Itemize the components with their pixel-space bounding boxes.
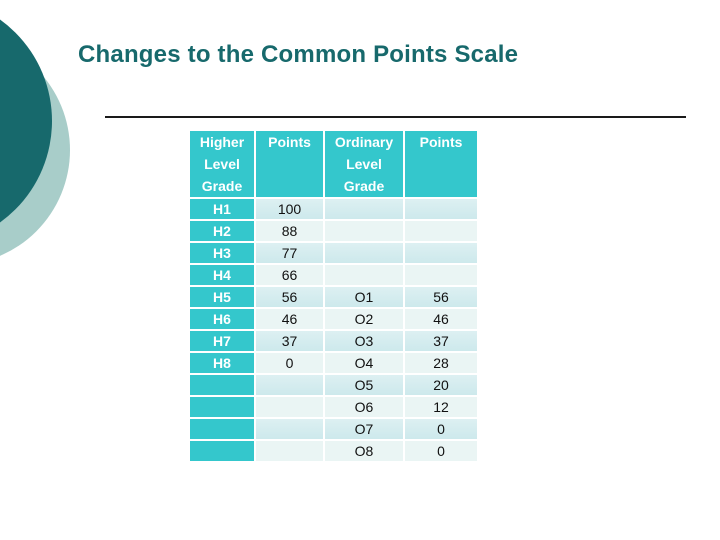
table-row: H3 77 xyxy=(190,243,477,263)
higher-points-cell: 100 xyxy=(256,199,323,219)
title-underline xyxy=(105,116,686,118)
header-row: Higher Level Grade Points Ordinary Level… xyxy=(190,131,477,197)
ordinary-grade-cell xyxy=(325,221,403,241)
table-row: O6 12 xyxy=(190,397,477,417)
higher-grade-cell: H4 xyxy=(190,265,254,285)
table-body: H1 100 H2 88 H3 77 H xyxy=(190,199,477,461)
ordinary-grade-cell xyxy=(325,265,403,285)
header-higher-level-grade: Higher Level Grade xyxy=(190,131,254,197)
ordinary-grade-cell: O2 xyxy=(325,309,403,329)
higher-grade-cell: H3 xyxy=(190,243,254,263)
higher-grade-cell xyxy=(190,441,254,461)
higher-points-cell: 77 xyxy=(256,243,323,263)
higher-points-cell xyxy=(256,375,323,395)
higher-grade-cell: H2 xyxy=(190,221,254,241)
higher-grade-cell xyxy=(190,419,254,439)
ordinary-points-cell: 0 xyxy=(405,419,477,439)
table-row: H5 56 O1 56 xyxy=(190,287,477,307)
ordinary-points-cell: 37 xyxy=(405,331,477,351)
table-row: H7 37 O3 37 xyxy=(190,331,477,351)
ordinary-grade-cell xyxy=(325,243,403,263)
higher-grade-cell xyxy=(190,397,254,417)
ordinary-grade-cell: O4 xyxy=(325,353,403,373)
higher-points-cell: 56 xyxy=(256,287,323,307)
points-scale-table-wrap: Higher Level Grade Points Ordinary Level… xyxy=(188,129,479,463)
ordinary-points-cell: 46 xyxy=(405,309,477,329)
ordinary-points-cell xyxy=(405,243,477,263)
higher-grade-cell xyxy=(190,375,254,395)
header-ordinary-points: Points xyxy=(405,131,477,197)
higher-grade-cell: H5 xyxy=(190,287,254,307)
ordinary-grade-cell: O7 xyxy=(325,419,403,439)
higher-points-cell: 88 xyxy=(256,221,323,241)
ordinary-points-cell xyxy=(405,199,477,219)
table-row: O5 20 xyxy=(190,375,477,395)
ordinary-grade-cell: O6 xyxy=(325,397,403,417)
points-scale-table: Higher Level Grade Points Ordinary Level… xyxy=(188,129,479,463)
header-ordinary-level-grade: Ordinary Level Grade xyxy=(325,131,403,197)
table-row: H6 46 O2 46 xyxy=(190,309,477,329)
ordinary-grade-cell: O1 xyxy=(325,287,403,307)
higher-grade-cell: H8 xyxy=(190,353,254,373)
higher-grade-cell: H1 xyxy=(190,199,254,219)
higher-points-cell: 0 xyxy=(256,353,323,373)
ordinary-points-cell xyxy=(405,265,477,285)
ordinary-points-cell xyxy=(405,221,477,241)
higher-points-cell xyxy=(256,441,323,461)
header-higher-points: Points xyxy=(256,131,323,197)
ordinary-grade-cell: O5 xyxy=(325,375,403,395)
ordinary-points-cell: 20 xyxy=(405,375,477,395)
higher-points-cell xyxy=(256,397,323,417)
higher-points-cell: 37 xyxy=(256,331,323,351)
table-row: O7 0 xyxy=(190,419,477,439)
table-row: H1 100 xyxy=(190,199,477,219)
higher-points-cell: 46 xyxy=(256,309,323,329)
ordinary-grade-cell: O3 xyxy=(325,331,403,351)
table-row: O8 0 xyxy=(190,441,477,461)
table-row: H4 66 xyxy=(190,265,477,285)
slide-title: Changes to the Common Points Scale xyxy=(78,41,519,68)
ordinary-points-cell: 28 xyxy=(405,353,477,373)
higher-points-cell: 66 xyxy=(256,265,323,285)
ordinary-grade-cell xyxy=(325,199,403,219)
ordinary-points-cell: 0 xyxy=(405,441,477,461)
ordinary-points-cell: 56 xyxy=(405,287,477,307)
ordinary-grade-cell: O8 xyxy=(325,441,403,461)
table-header: Higher Level Grade Points Ordinary Level… xyxy=(190,131,477,197)
higher-grade-cell: H7 xyxy=(190,331,254,351)
higher-points-cell xyxy=(256,419,323,439)
higher-grade-cell: H6 xyxy=(190,309,254,329)
table-row: H8 0 O4 28 xyxy=(190,353,477,373)
table-row: H2 88 xyxy=(190,221,477,241)
ordinary-points-cell: 12 xyxy=(405,397,477,417)
